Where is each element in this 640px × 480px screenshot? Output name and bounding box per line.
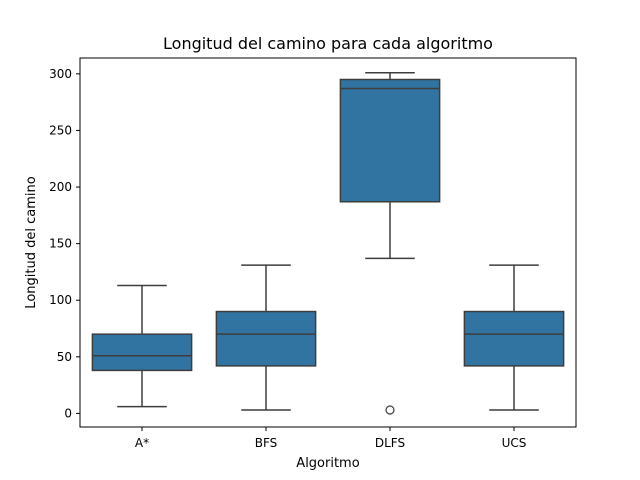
x-tick-label-bfs: BFS (255, 436, 278, 450)
y-tick-label-50: 50 (57, 350, 72, 364)
box-dlfs (339, 78, 441, 203)
box-group-ucs (463, 264, 565, 411)
y-tick-label-200: 200 (49, 180, 72, 194)
y-axis: 0 50 100 150 200 250 300 (49, 67, 80, 420)
y-tick-label-300: 300 (49, 67, 72, 81)
y-tick-label-250: 250 (49, 123, 72, 137)
y-tick-label-100: 100 (49, 293, 72, 307)
y-axis-label: Longitud del camino (24, 176, 39, 308)
plot-frame (79, 57, 577, 428)
box-a (91, 333, 193, 372)
box-ucs (463, 310, 565, 367)
box-group-a (91, 284, 193, 408)
box-bfs (215, 310, 317, 367)
y-tick-label-150: 150 (49, 237, 72, 251)
box-group-bfs (215, 264, 317, 411)
boxes-layer (91, 71, 565, 415)
outlier-point-dlfs-0 (385, 405, 395, 415)
x-tick-label-dlfs: DLFS (375, 436, 405, 450)
x-tick-label-a: A* (135, 436, 149, 450)
y-tick-label-0: 0 (64, 406, 72, 420)
x-axis: A* BFS DLFS UCS (135, 427, 527, 450)
plot-area (80, 58, 576, 427)
chart-title: Longitud del camino para cada algoritmo (163, 34, 493, 53)
x-axis-label: Algoritmo (296, 456, 359, 471)
box-group-dlfs (339, 71, 441, 415)
x-tick-label-ucs: UCS (502, 436, 527, 450)
